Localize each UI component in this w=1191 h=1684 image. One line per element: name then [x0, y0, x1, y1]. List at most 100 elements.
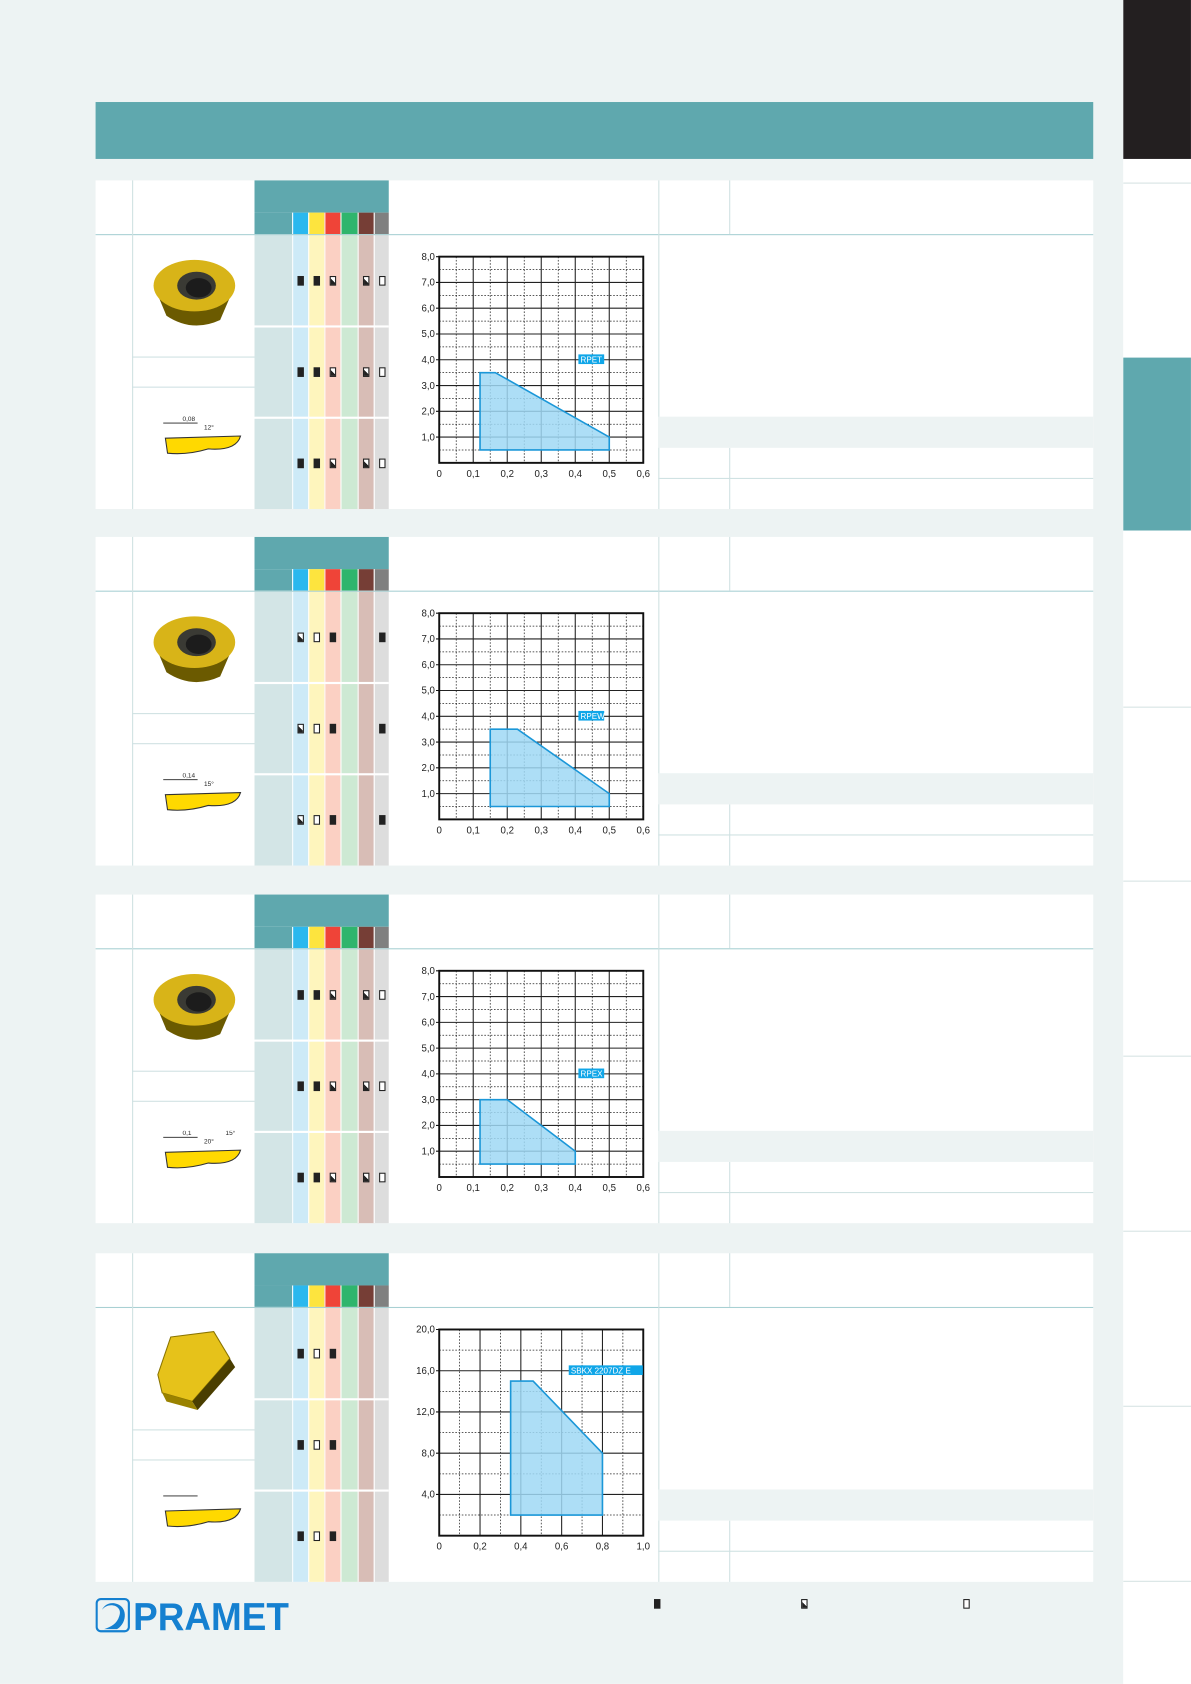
x-tick-label: 0 — [437, 1183, 442, 1194]
grade-color-header — [292, 926, 309, 949]
logo-text: PRAMET — [133, 1597, 289, 1634]
dimension-label: 0,1 — [183, 1131, 192, 1137]
grade-name-column — [254, 1306, 293, 1582]
y-tick-label: 7,0 — [421, 992, 434, 1003]
y-tick-label: 6,0 — [421, 303, 434, 314]
grade-marker-empty — [379, 275, 386, 286]
x-tick-label: 0,1 — [467, 825, 480, 836]
info-divider — [658, 834, 1094, 836]
x-tick-label: 0,4 — [569, 825, 583, 836]
info-divider — [658, 1550, 1094, 1552]
edge-sketch: 0,14 15° — [163, 773, 242, 811]
y-tick-label: 8,0 — [421, 608, 434, 619]
feed-chart: 1,0 2,0 3,0 4,0 5,0 6,0 7,0 8,0 0 0,1 0,2 0,3 0,4 0,5… — [421, 608, 650, 836]
x-tick-label: 1,0 — [637, 1542, 650, 1553]
image-divider — [132, 1100, 255, 1102]
legend-marker-half — [801, 1599, 808, 1609]
insert-body — [157, 1331, 231, 1403]
x-tick-label: 0 — [437, 469, 442, 480]
grade-marker-full — [329, 1348, 337, 1359]
insert-image — [153, 616, 236, 683]
grade-color-header — [357, 1285, 374, 1307]
grade-header-label-cell — [254, 569, 293, 591]
section-header-bar — [95, 102, 1094, 159]
x-tick-label: 0 — [437, 825, 442, 836]
insert-image — [157, 1331, 236, 1411]
side-tab-current[interactable] — [1123, 357, 1191, 531]
grade-header — [254, 1253, 389, 1286]
product-block: 0,14 15° 1,0 2,0 3,0 4,0 5,0 6,0 7,0 8,0 0 0,1 0,2 0,… — [95, 536, 1094, 866]
x-tick-label: 0,2 — [501, 825, 514, 836]
application-area — [479, 371, 611, 451]
image-divider — [132, 743, 255, 745]
grade-marker-half — [297, 723, 304, 734]
row-separator — [254, 1398, 389, 1401]
grade-marker-empty — [379, 458, 386, 469]
x-tick-label: 0,6 — [637, 825, 650, 836]
y-tick-label: 1,0 — [421, 432, 434, 443]
grade-color-header — [324, 569, 341, 591]
column-divider — [132, 894, 134, 1224]
info-band — [658, 773, 1094, 805]
y-tick-label: 2,0 — [421, 763, 434, 774]
x-tick-label: 0,6 — [555, 1542, 568, 1553]
dimension-label: 12° — [204, 424, 214, 432]
y-tick-label: 5,0 — [421, 329, 434, 340]
grade-marker-half — [329, 990, 337, 1000]
y-tick-label: 2,0 — [421, 407, 434, 418]
grade-marker-full — [297, 275, 304, 286]
y-tick-label: 4,0 — [421, 1069, 434, 1080]
grade-header-label-cell — [254, 1285, 293, 1307]
grade-column — [340, 590, 358, 866]
y-tick-label: 6,0 — [421, 660, 434, 671]
x-tick-label: 0,3 — [535, 825, 548, 836]
grade-header — [254, 894, 389, 927]
x-tick-label: 0,3 — [535, 469, 548, 480]
grade-name-column — [254, 234, 293, 510]
grade-marker-empty — [313, 1531, 321, 1542]
row-separator — [254, 773, 389, 776]
y-tick-label: 5,0 — [421, 686, 434, 697]
x-tick-label: 0,6 — [637, 469, 650, 480]
grade-marker-empty — [313, 815, 321, 825]
series-label-bg — [578, 1068, 605, 1079]
side-tab-active-section[interactable] — [1123, 0, 1191, 159]
y-tick-label: 4,0 — [421, 712, 434, 723]
y-tick-label: 1,0 — [421, 789, 434, 800]
column-divider — [132, 1253, 134, 1582]
insert-hole-inner — [185, 278, 212, 298]
grade-marker-full — [313, 458, 321, 469]
info-band — [658, 1489, 1094, 1521]
grade-marker-half — [329, 367, 337, 377]
grade-color-header — [308, 212, 325, 235]
image-divider — [132, 1070, 255, 1072]
series-label: RPEX — [581, 1070, 604, 1079]
grade-marker-full — [379, 815, 386, 825]
x-tick-label: 0,2 — [501, 1183, 514, 1194]
grade-column — [373, 1306, 389, 1582]
image-divider — [132, 386, 255, 388]
grade-color-header — [357, 212, 374, 235]
column-divider — [729, 894, 731, 949]
y-tick-label: 2,0 — [421, 1121, 434, 1132]
grade-color-header — [357, 926, 374, 949]
dimension-label: 0,08 — [183, 417, 196, 423]
grade-marker-full — [297, 367, 304, 377]
x-tick-label: 0,1 — [467, 1183, 480, 1194]
row-separator — [254, 1489, 389, 1492]
dimension-label: 15° — [226, 1131, 236, 1137]
grade-marker-full — [329, 632, 337, 643]
image-divider — [132, 1459, 255, 1461]
grade-marker-full — [329, 815, 337, 825]
info-divider — [658, 477, 1094, 479]
grade-marker-full — [297, 1081, 304, 1092]
grade-color-header — [292, 569, 309, 591]
column-divider — [658, 894, 660, 1224]
grade-color-header — [373, 926, 389, 949]
grade-marker-half — [329, 1172, 337, 1183]
header-divider — [95, 590, 1094, 592]
image-divider — [132, 1429, 255, 1431]
grade-marker-full — [297, 990, 304, 1000]
grade-marker-half — [297, 632, 304, 643]
